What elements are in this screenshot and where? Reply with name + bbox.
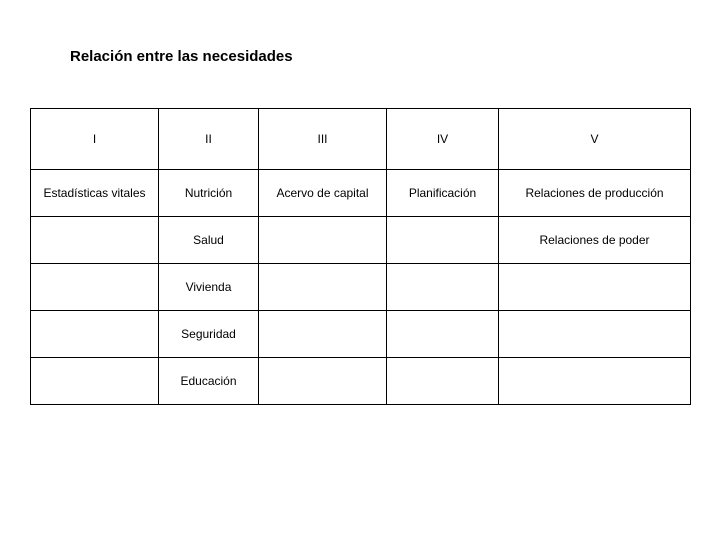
- cell: [387, 264, 499, 311]
- col-header: IV: [387, 109, 499, 170]
- cell: Estadísticas vitales: [31, 170, 159, 217]
- cell: Acervo de capital: [259, 170, 387, 217]
- cell: [499, 264, 691, 311]
- cell: Relaciones de producción: [499, 170, 691, 217]
- cell: [31, 217, 159, 264]
- cell: Relaciones de poder: [499, 217, 691, 264]
- page-title: Relación entre las necesidades: [70, 48, 293, 65]
- cell: [499, 311, 691, 358]
- cell: [259, 358, 387, 405]
- slide: Relación entre las necesidades I II III …: [0, 0, 720, 540]
- col-header: I: [31, 109, 159, 170]
- cell: [387, 311, 499, 358]
- col-header: II: [159, 109, 259, 170]
- needs-table: I II III IV V Estadísticas vitales Nutri…: [30, 108, 691, 405]
- cell: [31, 358, 159, 405]
- cell: Planificación: [387, 170, 499, 217]
- col-header: III: [259, 109, 387, 170]
- cell: [499, 358, 691, 405]
- cell: [387, 358, 499, 405]
- cell: Seguridad: [159, 311, 259, 358]
- cell: [259, 264, 387, 311]
- cell: Salud: [159, 217, 259, 264]
- table-row: Estadísticas vitales Nutrición Acervo de…: [31, 170, 691, 217]
- table-row: Seguridad: [31, 311, 691, 358]
- cell: [31, 264, 159, 311]
- cell: Nutrición: [159, 170, 259, 217]
- cell: [31, 311, 159, 358]
- cell: [259, 217, 387, 264]
- cell: Educación: [159, 358, 259, 405]
- table-row: Educación: [31, 358, 691, 405]
- cell: [387, 217, 499, 264]
- cell: Vivienda: [159, 264, 259, 311]
- cell: [259, 311, 387, 358]
- col-header: V: [499, 109, 691, 170]
- table-row: Vivienda: [31, 264, 691, 311]
- table-header-row: I II III IV V: [31, 109, 691, 170]
- table-row: Salud Relaciones de poder: [31, 217, 691, 264]
